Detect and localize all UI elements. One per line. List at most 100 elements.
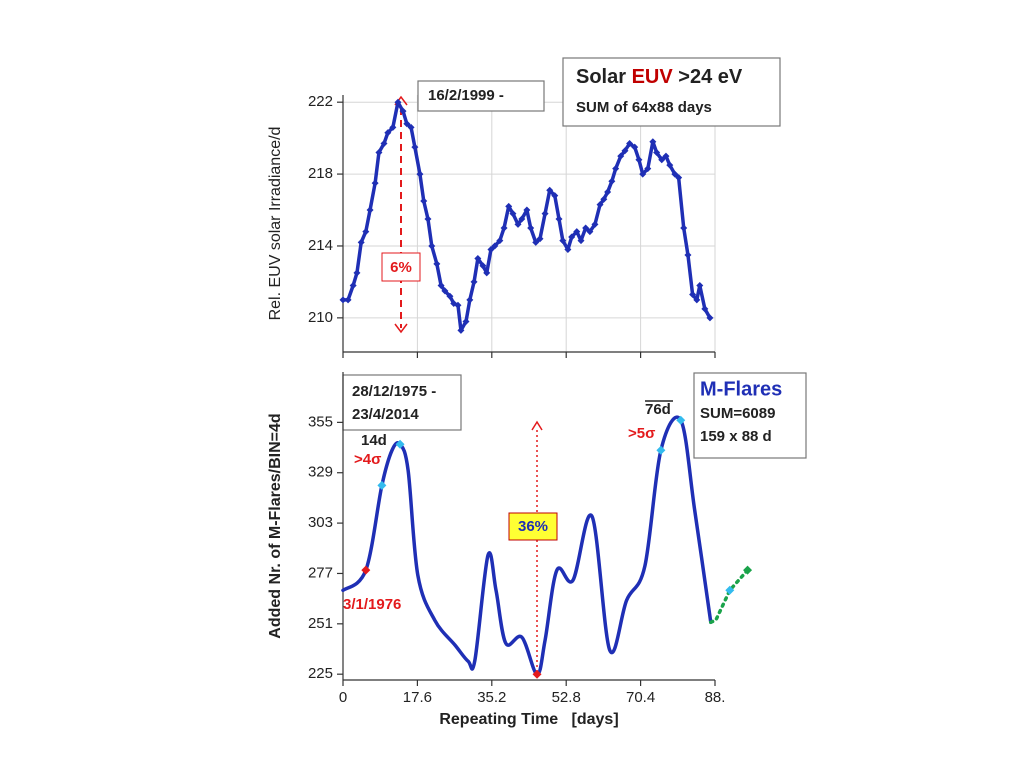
data-point bbox=[457, 326, 465, 334]
x-tick-label: 0 bbox=[339, 689, 347, 706]
data-point bbox=[433, 260, 441, 268]
data-point bbox=[656, 445, 666, 455]
data-point bbox=[518, 215, 526, 223]
x-tick-label: 52.8 bbox=[552, 689, 581, 706]
data-line bbox=[709, 568, 750, 625]
data-point bbox=[362, 228, 370, 236]
data-point bbox=[689, 290, 697, 298]
data-point bbox=[474, 255, 482, 263]
y-axis-label: Rel. EUV solar Irradiance/d bbox=[267, 127, 284, 321]
y-tick-label: 222 bbox=[308, 93, 333, 110]
data-point bbox=[608, 177, 616, 185]
data-point bbox=[631, 143, 639, 151]
x-axis-label: Repeating Time [days] bbox=[439, 711, 618, 728]
data-point bbox=[684, 251, 692, 259]
data-point bbox=[701, 305, 709, 313]
y-tick-label: 225 bbox=[308, 665, 333, 682]
data-point bbox=[532, 669, 542, 679]
data-point bbox=[377, 480, 387, 490]
data-point bbox=[644, 165, 652, 173]
data-point bbox=[546, 186, 554, 194]
data-point bbox=[523, 206, 531, 214]
data-point bbox=[353, 269, 361, 277]
data-point bbox=[551, 192, 559, 200]
data-point bbox=[666, 161, 674, 169]
data-point bbox=[380, 140, 388, 148]
data-point bbox=[564, 246, 572, 254]
data-point bbox=[600, 195, 608, 203]
data-point bbox=[509, 210, 517, 218]
data-point bbox=[349, 282, 357, 290]
data-point bbox=[395, 439, 405, 449]
arrow-head bbox=[531, 420, 543, 431]
chart-subtitle: 159 x 88 d bbox=[700, 428, 772, 445]
data-point bbox=[462, 317, 470, 325]
annotation: >4σ bbox=[354, 451, 381, 468]
data-point bbox=[527, 224, 535, 232]
y-tick-label: 210 bbox=[308, 309, 333, 326]
data-point bbox=[649, 138, 657, 146]
annotation: 16/2/1999 - bbox=[428, 87, 504, 104]
data-point bbox=[532, 238, 540, 246]
data-point bbox=[491, 242, 499, 250]
data-point bbox=[706, 314, 714, 322]
data-point bbox=[357, 238, 365, 246]
data-point bbox=[541, 210, 549, 218]
data-line bbox=[341, 100, 712, 333]
data-point bbox=[696, 282, 704, 290]
x-tick-label: 70.4 bbox=[626, 689, 655, 706]
chart-subtitle: SUM of 64x88 days bbox=[576, 99, 712, 116]
x-tick-label: 88. bbox=[705, 689, 726, 706]
data-point bbox=[676, 415, 686, 425]
data-point bbox=[371, 179, 379, 187]
data-point bbox=[612, 165, 620, 173]
data-point bbox=[559, 237, 567, 245]
data-point bbox=[662, 152, 670, 160]
data-point bbox=[384, 129, 392, 137]
data-point bbox=[582, 224, 590, 232]
data-point bbox=[658, 156, 666, 164]
title-box bbox=[562, 57, 781, 127]
data-point bbox=[420, 197, 428, 205]
y-axis-label: Added Nr. of M-Flares/BIN=4d bbox=[267, 413, 284, 638]
date-box bbox=[342, 374, 462, 431]
data-point bbox=[496, 237, 504, 245]
data-point bbox=[621, 147, 629, 155]
data-point bbox=[725, 585, 735, 595]
data-point bbox=[428, 242, 436, 250]
data-point bbox=[653, 149, 661, 157]
data-point bbox=[536, 235, 544, 243]
data-point bbox=[514, 220, 522, 228]
data-point bbox=[466, 296, 474, 304]
annotation: 36% bbox=[518, 518, 548, 535]
percent-box bbox=[508, 512, 558, 541]
x-tick-label: 17.6 bbox=[403, 689, 432, 706]
data-point bbox=[743, 565, 753, 575]
annotation: 28/12/1975 - bbox=[352, 383, 436, 400]
annotation: 76d bbox=[645, 401, 671, 418]
data-point bbox=[577, 237, 585, 245]
data-point bbox=[555, 215, 563, 223]
data-point bbox=[596, 201, 604, 209]
data-point bbox=[389, 123, 397, 131]
data-point bbox=[671, 170, 679, 178]
title-part: >24 eV bbox=[678, 66, 743, 88]
y-tick-label: 251 bbox=[308, 615, 333, 632]
data-point bbox=[361, 565, 371, 575]
data-point bbox=[505, 202, 513, 210]
data-point bbox=[573, 228, 581, 236]
data-point bbox=[454, 301, 462, 309]
data-point bbox=[591, 220, 599, 228]
x-tick-label: 35.2 bbox=[477, 689, 506, 706]
data-point bbox=[407, 123, 415, 131]
percent-box bbox=[381, 252, 421, 282]
data-point bbox=[399, 107, 407, 115]
title-box bbox=[693, 372, 807, 459]
y-tick-label: 218 bbox=[308, 165, 333, 182]
annotation: 14d bbox=[361, 432, 387, 449]
title-part: Solar bbox=[576, 66, 626, 88]
y-tick-label: 277 bbox=[308, 564, 333, 581]
data-point bbox=[339, 296, 347, 304]
data-point bbox=[483, 269, 491, 277]
